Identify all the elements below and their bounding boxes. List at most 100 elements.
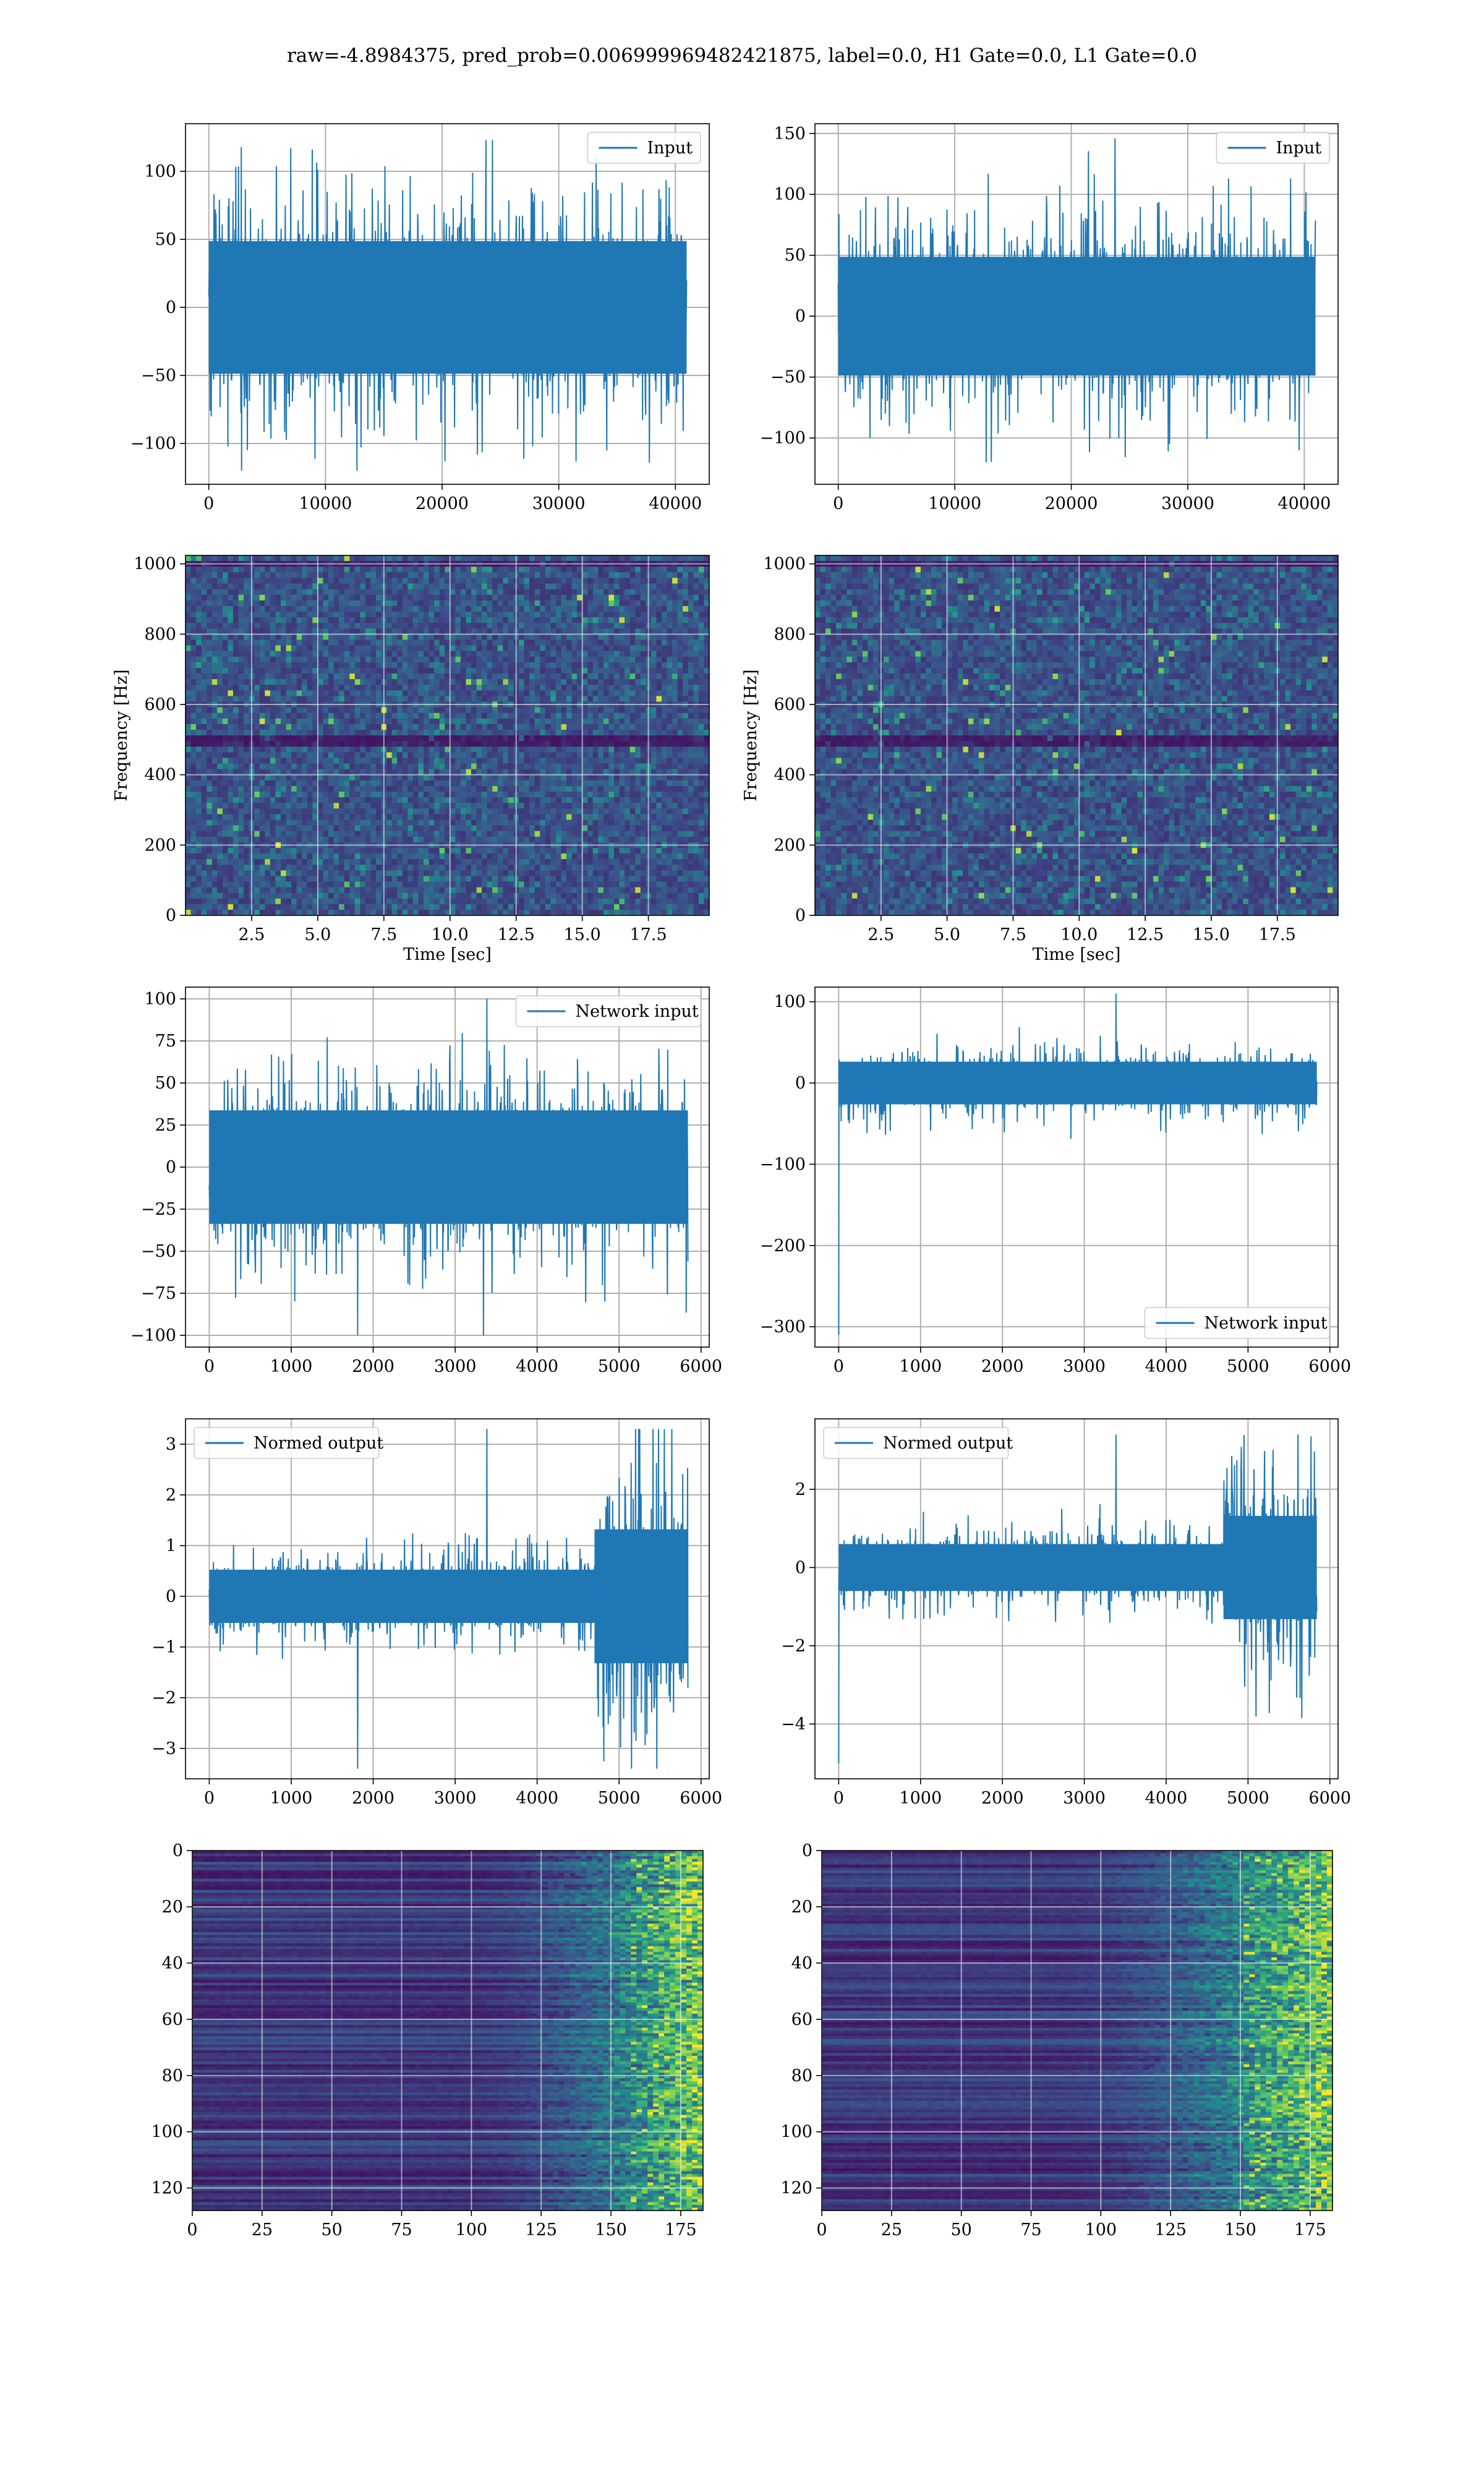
x-tick-label: 12.5	[498, 925, 535, 944]
y-tick-label: 0	[166, 1587, 176, 1606]
l1-input-series-core	[838, 257, 1316, 376]
y-tick-label: 1	[166, 1536, 176, 1556]
y-tick-label: 0	[173, 1841, 183, 1860]
x-tick-label: 0	[204, 1789, 215, 1808]
y-tick-label: 60	[791, 2010, 812, 2029]
x-tick-label: 150	[1224, 2220, 1256, 2240]
y-tick-label: 0	[166, 906, 176, 925]
x-tick-label: 0	[187, 2220, 197, 2240]
l1-normed-output-series-core-late	[1223, 1515, 1317, 1619]
legend-label: Input	[1276, 139, 1322, 158]
x-tick-label: 10.0	[1060, 925, 1098, 944]
h1-spectrogram-grid	[186, 555, 709, 916]
legend-label: Network input	[576, 1002, 699, 1021]
y-tick-label: 1000	[134, 555, 176, 574]
x-tick-label: 20000	[416, 494, 469, 513]
l1-network-input-grid	[815, 987, 1338, 1347]
y-tick-label: 200	[774, 836, 806, 855]
h1-normed-output-panel: 0 1000 2000 3000 4000 5000 6000 −3 −2 −1 0 1 2 3 Norme…	[151, 1418, 722, 1808]
y-tick-label: 200	[144, 836, 176, 855]
x-tick-label: 25	[881, 2220, 902, 2240]
h1-input-ticks: 0 10000 20000 30000 40000 −100 −50 0 50 100	[130, 162, 702, 513]
legend-box	[515, 995, 701, 1027]
x-tick-label: 150	[595, 2220, 627, 2240]
l1-spectrogram-ticks: 2.5 5.0 7.5 10.0 12.5 15.0 17.5 0 200 400 600 800 10…	[763, 555, 1296, 944]
h1-input-series-core	[208, 241, 687, 374]
legend-box	[1216, 132, 1330, 164]
l1-spectrogram-xlabel: Time [sec]	[1033, 945, 1121, 964]
y-tick-label: 600	[774, 695, 806, 714]
y-tick-label: −2	[151, 1689, 176, 1708]
y-tick-label: −75	[141, 1284, 176, 1303]
h1-normed-output-legend: Normed output	[194, 1427, 383, 1459]
x-tick-label: 7.5	[1000, 925, 1026, 944]
y-tick-label: −100	[760, 429, 806, 448]
x-tick-label: 1000	[899, 1357, 942, 1376]
x-tick-label: 4000	[516, 1357, 558, 1376]
x-tick-label: 4000	[1145, 1789, 1188, 1808]
legend-label: Normed output	[254, 1434, 383, 1453]
legend-label: Network input	[1205, 1314, 1328, 1333]
l1-feature-map-panel: 0 25 50 75 100 125 150 175 0 20 40 60 80 100 120	[780, 1841, 1333, 2240]
y-tick-label: 0	[166, 1158, 176, 1177]
l1-normed-output-frame	[814, 1418, 1339, 1779]
x-tick-label: 17.5	[630, 925, 667, 944]
x-tick-label: 0	[204, 1357, 215, 1376]
y-tick-label: 50	[785, 246, 806, 265]
h1-normed-output-ticks: 0 1000 2000 3000 4000 5000 6000 −3 −2 −1 0 1 2 3	[151, 1435, 722, 1808]
h1-input-legend: Input	[587, 132, 701, 164]
y-tick-label: 800	[144, 625, 176, 644]
x-tick-label: 0	[833, 494, 843, 513]
y-tick-label: 100	[780, 2123, 812, 2142]
l1-feature-map-frame	[821, 1850, 1333, 2211]
l1-normed-output-panel: 0 1000 2000 3000 4000 5000 6000 −4 −2 0 2 Normed ou…	[781, 1418, 1351, 1808]
l1-spectrogram-panel: 2.5 5.0 7.5 10.0 12.5 15.0 17.5 0 200 400 600 800 10…	[741, 555, 1339, 964]
y-tick-label: 0	[795, 1558, 806, 1577]
h1-feature-map-heatmap	[192, 1851, 703, 2211]
y-tick-label: 100	[151, 2123, 183, 2142]
x-tick-label: 4000	[516, 1789, 558, 1808]
y-tick-label: 50	[155, 230, 176, 249]
y-tick-label: 40	[791, 1954, 812, 1973]
h1-normed-output-series-core	[209, 1569, 595, 1623]
y-tick-label: 100	[144, 162, 176, 181]
x-tick-label: 2000	[981, 1789, 1024, 1808]
x-tick-label: 20000	[1045, 494, 1098, 513]
x-tick-label: 125	[525, 2220, 557, 2240]
y-tick-label: 600	[144, 695, 176, 714]
y-tick-label: 40	[162, 1954, 183, 1973]
y-tick-label: 25	[155, 1116, 176, 1135]
y-tick-label: 20	[791, 1898, 812, 1917]
x-tick-label: 50	[951, 2220, 972, 2240]
y-tick-label: 0	[795, 307, 806, 326]
x-tick-label: 25	[252, 2220, 273, 2240]
y-tick-label: 400	[774, 766, 806, 785]
h1-feature-map-grid	[192, 1850, 703, 2211]
x-tick-label: 40000	[649, 494, 702, 513]
x-tick-label: 30000	[1161, 494, 1214, 513]
x-tick-label: 175	[1294, 2220, 1326, 2240]
legend-box	[1144, 1307, 1330, 1339]
l1-input-ticks: 0 10000 20000 30000 40000 −100 −50 0 50 100 150	[760, 124, 1331, 513]
x-tick-label: 5.0	[934, 925, 960, 944]
h1-feature-map-frame	[192, 1850, 704, 2211]
y-tick-label: −2	[781, 1637, 806, 1656]
l1-feature-map-heatmap	[822, 1851, 1333, 2211]
x-tick-label: 4000	[1145, 1357, 1188, 1376]
l1-network-input-frame	[814, 987, 1339, 1348]
l1-normed-output-legend: Normed output	[823, 1427, 1013, 1459]
y-tick-label: −100	[760, 1155, 806, 1174]
l1-normed-output-ticks: 0 1000 2000 3000 4000 5000 6000 −4 −2 0 2	[781, 1480, 1351, 1808]
l1-network-input-legend: Network input	[1144, 1307, 1330, 1339]
y-tick-label: 100	[774, 993, 806, 1012]
l1-network-input-ticks: 0 1000 2000 3000 4000 5000 6000 −300 −200 −100 0 10…	[760, 993, 1351, 1376]
x-tick-label: 1000	[899, 1789, 942, 1808]
y-tick-label: 80	[162, 2066, 183, 2086]
x-tick-label: 3000	[1063, 1789, 1106, 1808]
x-tick-label: 17.5	[1259, 925, 1296, 944]
h1-normed-output-series-core-late	[594, 1529, 688, 1664]
x-tick-label: 15.0	[1193, 925, 1230, 944]
h1-feature-map-ticks: 0 25 50 75 100 125 150 175 0 20 40 60 80 100 120	[151, 1841, 696, 2240]
legend-box	[823, 1427, 1009, 1459]
x-tick-label: 2.5	[868, 925, 894, 944]
